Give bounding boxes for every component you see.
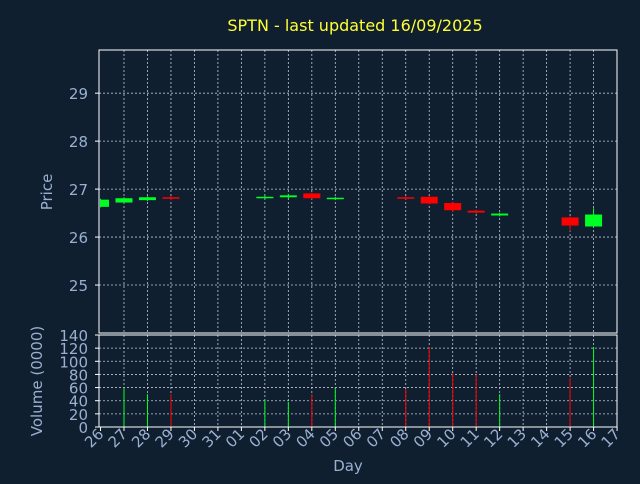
volume-tick-label: 40 <box>69 393 88 411</box>
price-tick-label: 27 <box>69 181 88 199</box>
candle-body <box>444 203 462 211</box>
volume-tick-label: 100 <box>59 353 88 371</box>
candle-body <box>467 210 485 213</box>
price-grid <box>99 50 617 333</box>
x-axis-label: Day <box>333 457 363 475</box>
candle-body <box>303 193 321 199</box>
volume-panel-frame <box>98 334 618 428</box>
price-tick-label: 25 <box>69 277 88 295</box>
price-panel-frame <box>98 49 618 334</box>
candle-body <box>326 197 344 200</box>
axes <box>95 49 618 431</box>
candle-body <box>100 199 109 207</box>
price-axis-label: Price <box>38 174 56 211</box>
volume-tick-label: 60 <box>69 380 88 398</box>
candle-body <box>256 196 274 199</box>
volume-axis-label: Volume (0000) <box>28 326 46 436</box>
candle-body <box>397 197 415 199</box>
volume-series <box>123 346 595 427</box>
volume-tick-label: 0 <box>78 419 88 437</box>
price-tick-label: 29 <box>69 85 88 103</box>
volume-tick-label: 120 <box>59 340 88 358</box>
candle-body <box>561 217 579 226</box>
candle-body <box>585 214 603 227</box>
volume-tick-label: 20 <box>69 406 88 424</box>
candle-body <box>420 196 438 204</box>
candle-body <box>279 195 297 198</box>
candle-body <box>162 197 180 199</box>
chart-title: SPTN - last updated 16/09/2025 <box>227 16 482 35</box>
candlestick-series <box>100 192 603 232</box>
price-tick-label: 28 <box>69 133 88 151</box>
candle-body <box>138 197 156 201</box>
candle-body <box>491 213 509 216</box>
price-tick-label: 26 <box>69 229 88 247</box>
candle-body <box>115 198 133 203</box>
volume-tick-label: 80 <box>69 366 88 384</box>
volume-tick-label: 140 <box>59 327 88 345</box>
